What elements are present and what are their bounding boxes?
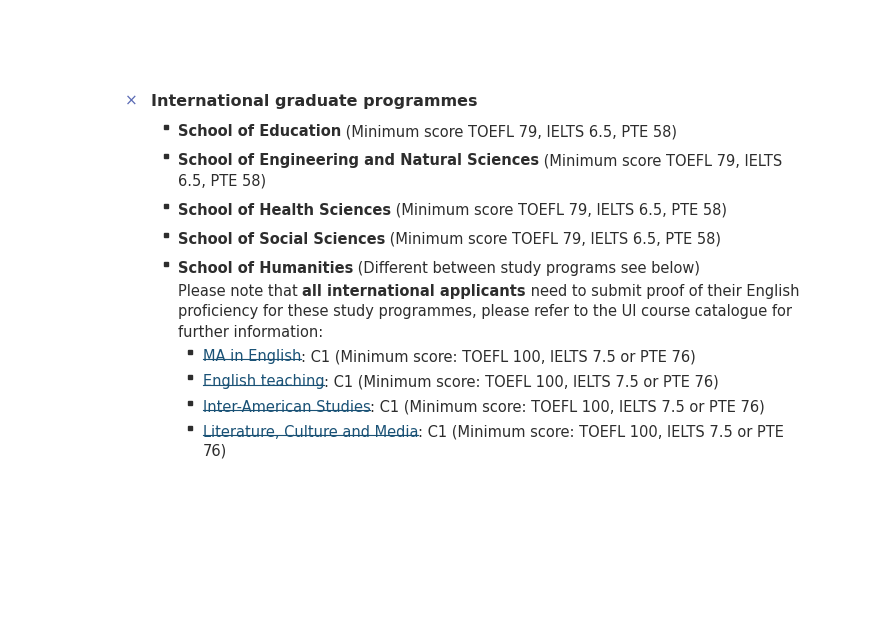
Text: 76): 76): [202, 443, 227, 459]
Text: 6.5, PTE 58): 6.5, PTE 58): [177, 174, 266, 189]
Text: (Minimum score TOEFL 79, IELTS: (Minimum score TOEFL 79, IELTS: [538, 153, 781, 168]
Text: further information:: further information:: [177, 325, 323, 340]
Text: MA in English: MA in English: [202, 349, 300, 364]
Text: School of Health Sciences: School of Health Sciences: [177, 203, 391, 218]
Text: School of Humanities: School of Humanities: [177, 261, 353, 276]
Text: : C1 (Minimum score: TOEFL 100, IELTS 7.5 or PTE 76): : C1 (Minimum score: TOEFL 100, IELTS 7.…: [324, 374, 718, 389]
Text: English teaching: English teaching: [202, 374, 324, 389]
Text: need to submit proof of their English: need to submit proof of their English: [525, 284, 799, 299]
Text: : C1 (Minimum score: TOEFL 100, IELTS 7.5 or PTE 76): : C1 (Minimum score: TOEFL 100, IELTS 7.…: [370, 399, 764, 415]
Text: School of Social Sciences: School of Social Sciences: [177, 232, 385, 247]
Text: : C1 (Minimum score: TOEFL 100, IELTS 7.5 or PTE: : C1 (Minimum score: TOEFL 100, IELTS 7.…: [418, 425, 783, 440]
Text: (Minimum score TOEFL 79, IELTS 6.5, PTE 58): (Minimum score TOEFL 79, IELTS 6.5, PTE …: [391, 203, 726, 218]
Text: (Minimum score TOEFL 79, IELTS 6.5, PTE 58): (Minimum score TOEFL 79, IELTS 6.5, PTE …: [341, 125, 676, 139]
Text: (Minimum score TOEFL 79, IELTS 6.5, PTE 58): (Minimum score TOEFL 79, IELTS 6.5, PTE …: [385, 232, 721, 247]
Text: : C1 (Minimum score: TOEFL 100, IELTS 7.5 or PTE 76): : C1 (Minimum score: TOEFL 100, IELTS 7.…: [300, 349, 694, 364]
Text: School of Education: School of Education: [177, 125, 341, 139]
Text: (Different between study programs see below): (Different between study programs see be…: [353, 261, 700, 276]
Text: Literature, Culture and Media: Literature, Culture and Media: [202, 425, 418, 440]
Text: ×: ×: [125, 94, 138, 109]
Text: Inter-American Studies: Inter-American Studies: [202, 399, 370, 415]
Text: Please note that: Please note that: [177, 284, 302, 299]
Text: International graduate programmes: International graduate programmes: [151, 94, 477, 109]
Text: School of Engineering and Natural Sciences: School of Engineering and Natural Scienc…: [177, 153, 538, 168]
Text: proficiency for these study programmes, please refer to the UI course catalogue : proficiency for these study programmes, …: [177, 304, 791, 320]
Text: all international applicants: all international applicants: [302, 284, 525, 299]
